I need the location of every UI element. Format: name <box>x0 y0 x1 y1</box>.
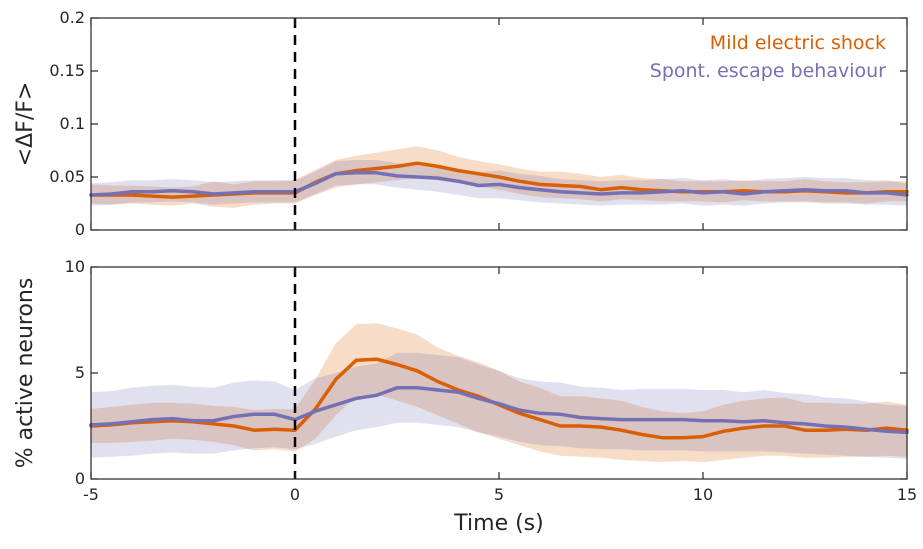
y-tick-label: 0.05 <box>49 167 85 186</box>
y-tick-label: 0 <box>75 220 85 239</box>
x-tick-label: -5 <box>83 485 99 504</box>
series-lines <box>89 161 909 199</box>
x-tick-label: 15 <box>897 485 917 504</box>
confidence-bands <box>91 323 907 462</box>
y-tick-label: 0.15 <box>49 61 85 80</box>
x-tick-label: 5 <box>494 485 504 504</box>
x-axis-label: Time (s) <box>453 511 543 536</box>
y-axis-label: % active neurons <box>13 278 38 469</box>
legend-entry-escape: Spont. escape behaviour <box>650 60 886 82</box>
legend-entry-shock: Mild electric shock <box>710 32 886 54</box>
x-tick-label: 10 <box>693 485 713 504</box>
y-tick-label: 0.1 <box>60 114 85 133</box>
y-tick-label: 0.2 <box>60 8 85 27</box>
series-lines <box>89 357 909 440</box>
y-axis-ticks: 0 5 10 <box>65 257 907 488</box>
y-tick-label: 0 <box>75 469 85 488</box>
y-tick-label: 5 <box>75 363 85 382</box>
series-line-escape <box>89 386 909 435</box>
y-axis-ticks: 0 0.05 0.1 0.15 0.2 <box>49 8 908 239</box>
x-axis-ticks: -5 0 5 10 15 <box>83 267 917 504</box>
y-axis-label: <ΔF/F> <box>13 82 38 167</box>
y-tick-label: 10 <box>65 257 85 276</box>
panel-top: 0 0.05 0.1 0.15 0.2 <ΔF/F> Mild electric sho… <box>13 8 909 239</box>
series-line-escape <box>89 171 909 197</box>
x-tick-label: 0 <box>290 485 300 504</box>
